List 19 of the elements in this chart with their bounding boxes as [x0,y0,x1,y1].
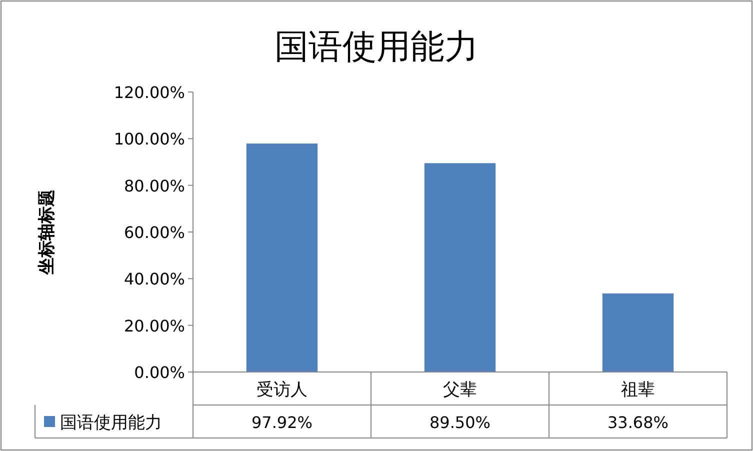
bar [424,163,496,372]
data-label: 33.68% [607,413,669,432]
legend-label: 国语使用能力 [60,413,162,433]
chart-title: 国语使用能力 [274,27,478,67]
y-tick-label: 120.00% [114,83,185,102]
x-tick-label: 祖辈 [621,380,655,400]
y-tick-label: 60.00% [124,223,185,242]
x-tick-label: 父辈 [443,380,477,400]
y-tick-label: 0.00% [134,363,185,382]
y-tick-label: 80.00% [124,176,185,196]
y-tick-label: 20.00% [124,316,185,336]
bar [602,293,674,372]
data-label: 89.50% [429,413,491,432]
x-tick-label: 受访人 [256,380,308,400]
y-tick-label: 40.00% [124,270,185,289]
y-tick-label: 100.00% [114,130,185,149]
data-label: 97.92% [251,413,313,432]
y-axis-title: 坐标轴标题 [37,190,57,276]
bar [246,144,318,372]
